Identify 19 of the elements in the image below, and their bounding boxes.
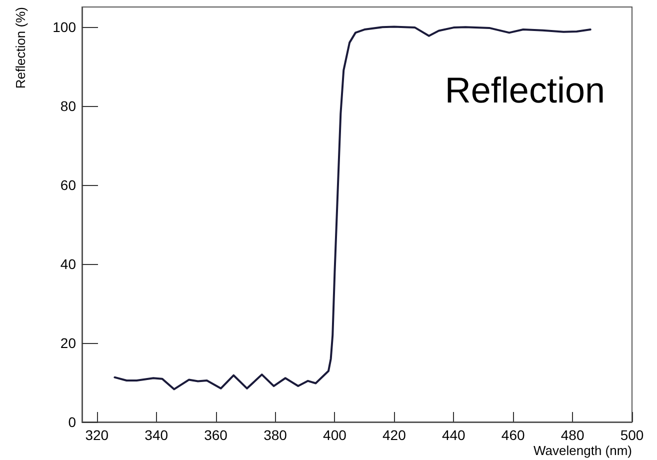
x-tick-label: 380 [264, 427, 288, 443]
y-tick-label: 60 [60, 176, 76, 193]
x-tick-label: 360 [204, 427, 228, 443]
x-tick-label: 440 [442, 427, 466, 443]
y-tick-label: 40 [60, 256, 76, 272]
x-axis-title: Wavelength (nm) [534, 443, 632, 458]
y-tick-label: 100 [52, 18, 76, 35]
annotation: Reflection [444, 70, 606, 110]
x-tick-label: 400 [323, 427, 347, 443]
x-tick-label: 420 [382, 427, 406, 443]
x-tick-label: 320 [85, 427, 109, 443]
y-tick-label: 80 [60, 98, 76, 114]
x-tick-label: 500 [620, 427, 644, 443]
x-tick-label: 480 [560, 427, 584, 443]
y-tick-label: 20 [60, 334, 76, 351]
y-axis-title: Reflection (%) [13, 7, 28, 89]
x-tick-label: 460 [501, 427, 525, 443]
x-tick-label: 340 [144, 427, 168, 443]
y-tick-label: 0 [68, 414, 76, 430]
